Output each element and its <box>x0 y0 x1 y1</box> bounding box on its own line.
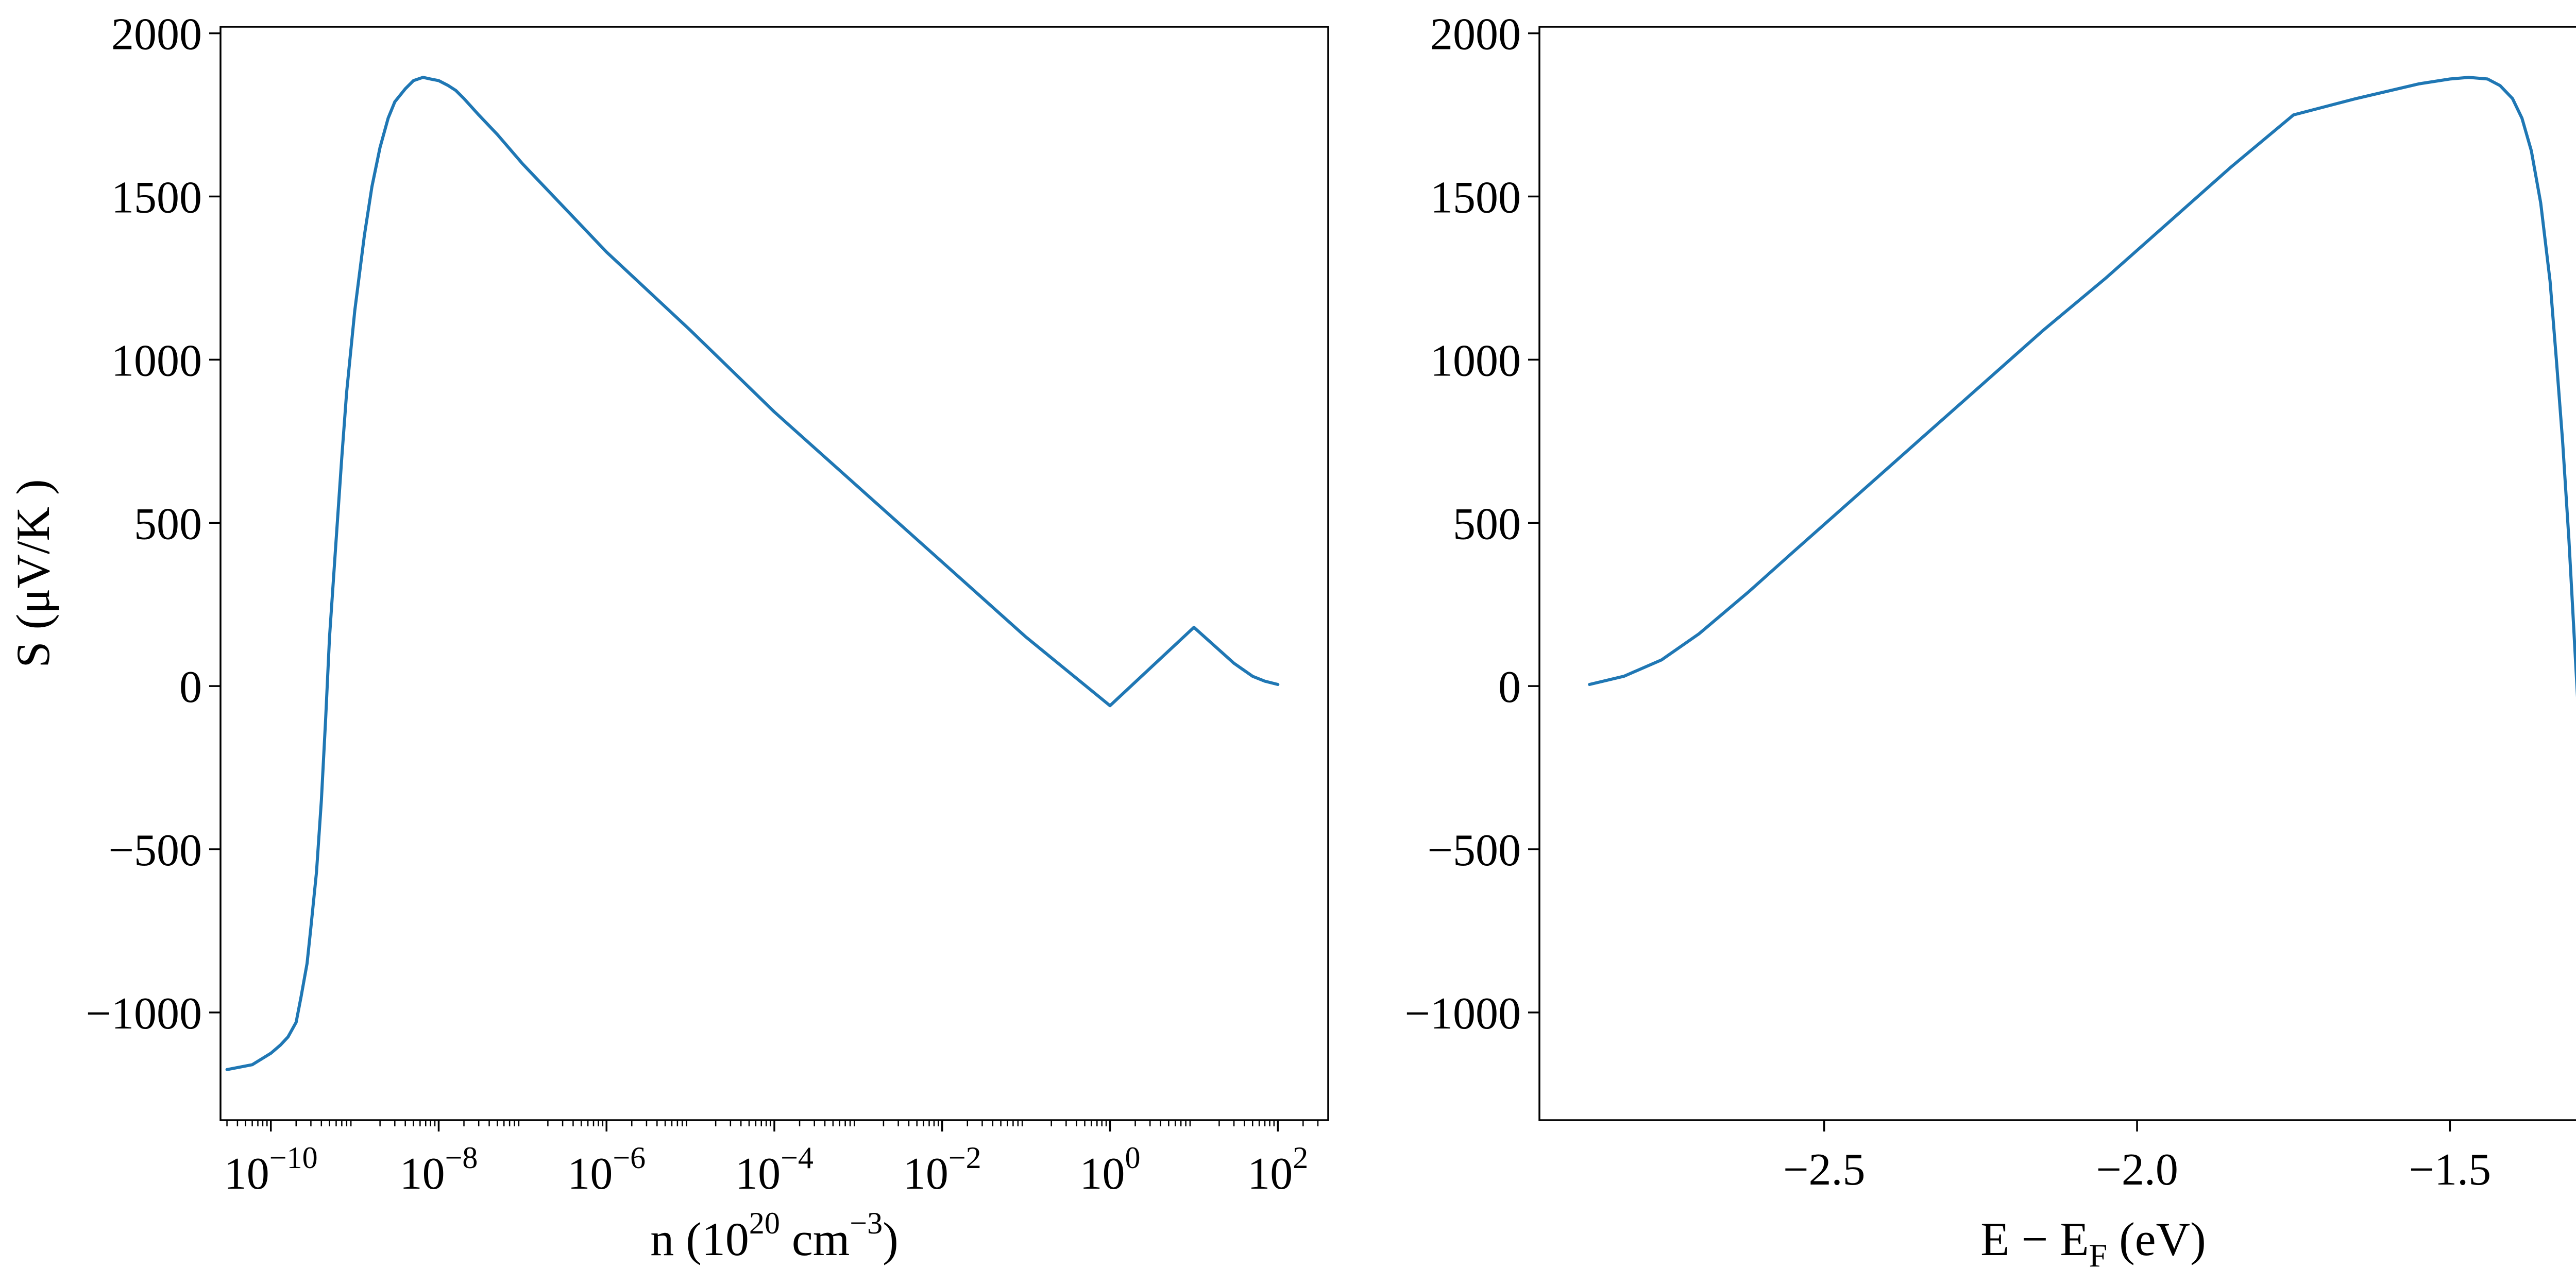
series-line <box>225 76 1280 1071</box>
y-tick-label: −1000 <box>1404 989 1521 1039</box>
x-tick-exponent: −6 <box>613 1141 646 1175</box>
plot-frame <box>219 26 1329 1121</box>
x-tick-exponent: 0 <box>1125 1141 1141 1175</box>
x-tick-exponent: −10 <box>269 1141 318 1175</box>
x-tick-base: 10 <box>903 1149 948 1199</box>
x-tick-label: 102 <box>1247 1141 1308 1199</box>
y-tick-label: 1000 <box>1430 336 1521 386</box>
x-tick-base: 10 <box>1080 1149 1125 1199</box>
y-tick-label: 500 <box>1453 499 1521 549</box>
x-tick-base: 10 <box>224 1149 269 1199</box>
y-axis-label: S (μV/K ) <box>7 479 59 667</box>
x-tick-label: −1.5 <box>2409 1145 2492 1195</box>
y-tick-label: −500 <box>1427 826 1521 876</box>
plot-frame <box>1538 26 2576 1121</box>
right-panel: −1000 −500 0 500 1000 1500 2000 −2.5 −2.0 −1.5 E −… <box>1404 10 2576 1274</box>
y-tick-label: −1000 <box>86 989 202 1039</box>
x-axis-label-text: E − E <box>1980 1213 2089 1265</box>
x-axis-label-tail: (eV) <box>2107 1213 2206 1265</box>
y-tick-label: 0 <box>1498 662 1521 712</box>
x-tick-base: 10 <box>400 1149 445 1199</box>
x-tick-label: 10−10 <box>224 1141 318 1199</box>
x-tick-label: 100 <box>1080 1141 1141 1199</box>
x-axis-label-tail: ) <box>883 1213 899 1265</box>
x-tick-base: 10 <box>735 1149 781 1199</box>
x-axis-label-sub: F <box>2089 1237 2108 1274</box>
y-tick-label: 0 <box>179 662 202 712</box>
x-tick-base: 10 <box>1247 1149 1293 1199</box>
x-tick-label: −2.0 <box>2096 1145 2178 1195</box>
x-tick-label: −2.5 <box>1783 1145 1866 1195</box>
x-tick-base: 10 <box>567 1149 613 1199</box>
x-tick-exponent: −2 <box>948 1141 981 1175</box>
x-axis-label: n (1020 cm−3) <box>650 1206 899 1265</box>
x-axis-label-text: n (10 <box>650 1213 749 1265</box>
x-tick-label: 10−2 <box>903 1141 981 1199</box>
x-tick-label: 10−8 <box>400 1141 478 1199</box>
y-tick-label: 1500 <box>1430 173 1521 223</box>
x-axis-label-sup2: −3 <box>850 1206 883 1240</box>
y-tick-label: 2000 <box>1430 10 1521 60</box>
x-tick-exponent: 2 <box>1293 1141 1308 1175</box>
x-axis-label-sup: 20 <box>749 1206 780 1240</box>
x-tick-exponent: −4 <box>781 1141 814 1175</box>
x-tick-label: 10−6 <box>567 1141 646 1199</box>
x-axis-label-mid: cm <box>780 1213 850 1265</box>
x-tick-exponent: −8 <box>445 1141 478 1175</box>
y-tick-label: 500 <box>134 499 202 549</box>
y-tick-label: 1000 <box>111 336 202 386</box>
y-tick-label: 1500 <box>111 173 202 223</box>
x-tick-label: 10−4 <box>735 1141 814 1199</box>
y-tick-label: −500 <box>108 826 202 876</box>
x-axis-label: E − EF (eV) <box>1980 1213 2206 1274</box>
y-tick-label: 2000 <box>111 10 202 60</box>
series-line <box>1588 76 2576 698</box>
